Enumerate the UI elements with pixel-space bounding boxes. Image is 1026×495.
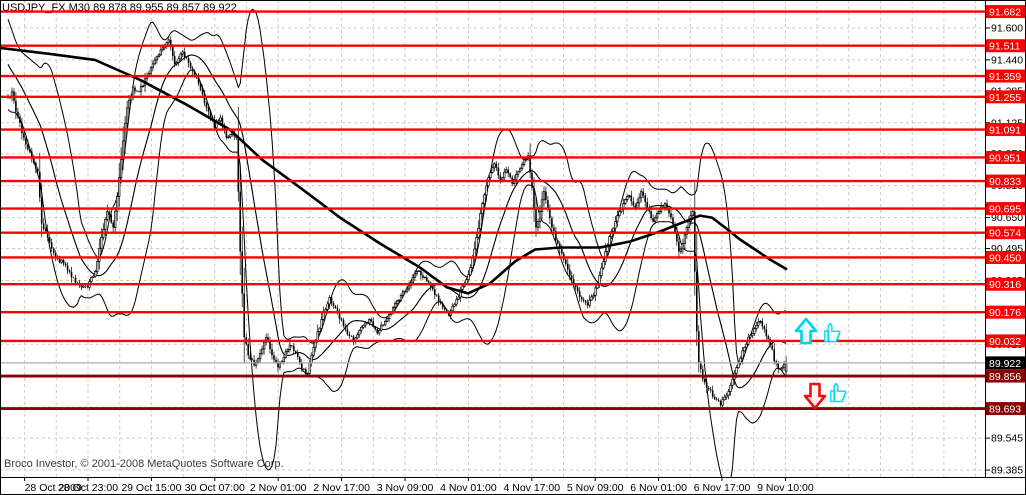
chart-objects[interactable] [794, 317, 847, 410]
arrow-up-icon[interactable] [794, 317, 818, 345]
price-level-badge [986, 174, 1025, 188]
bollinger-line [7, 8, 787, 365]
arrow-down-icon[interactable] [803, 382, 827, 410]
price-level-badge-label: 90.316 [989, 279, 1021, 291]
x-axis-label: 2 Nov 17:00 [313, 482, 370, 494]
price-level-badge-label: 90.951 [989, 152, 1021, 164]
x-axis-label: 4 Nov 17:00 [503, 482, 560, 494]
x-axis-label: 9 Nov 10:00 [757, 482, 814, 494]
broker-watermark: Broco Investor, © 2001-2008 MetaQuotes S… [4, 458, 284, 470]
price-level-badge [986, 305, 1025, 319]
price-level-badge [986, 202, 1025, 216]
price-level-badge-label: 90.574 [989, 228, 1021, 240]
price-level-badge-label: 91.359 [989, 71, 1021, 83]
price-level-badge-label: 91.091 [989, 125, 1021, 137]
price-level-badge [986, 226, 1025, 240]
y-axis-label: 91.600 [991, 22, 1023, 34]
price-level-badge-label: 89.922 [989, 358, 1021, 370]
y-axis-label: 89.545 [991, 433, 1023, 445]
price-level-badge [986, 39, 1025, 53]
price-level-badge [986, 334, 1025, 348]
x-axis-label: 6 Nov 01:00 [630, 482, 687, 494]
price-level-badge [986, 356, 1025, 370]
price-level-badge-label: 91.255 [989, 92, 1021, 104]
price-level-badge [986, 123, 1025, 137]
horizontal-level-lines [0, 10, 985, 410]
price-level-badge [986, 402, 1025, 416]
thick-ma-line [0, 46, 788, 295]
price-level-badge [986, 90, 1025, 104]
price-level-badge [986, 5, 1025, 19]
x-axis-label: 30 Oct 07:00 [185, 482, 245, 494]
thick-moving-average [0, 46, 788, 295]
thumbs-up-icon[interactable] [824, 322, 841, 343]
price-level-badge [986, 69, 1025, 83]
price-level-badge-label: 89.856 [989, 371, 1021, 383]
y-axis-label: 91.440 [991, 54, 1023, 66]
y-axis-label: 89.385 [991, 465, 1023, 477]
price-level-badge-label: 89.693 [989, 404, 1021, 416]
price-level-badge-label: 90.176 [989, 307, 1021, 319]
x-axis-label: 28 Oct 23:00 [58, 482, 118, 494]
price-level-badge-label: 90.032 [989, 336, 1021, 348]
bollinger-line [7, 54, 787, 389]
price-level-badge [986, 250, 1025, 264]
price-level-badge-label: 90.833 [989, 176, 1021, 188]
x-axis-label: 4 Nov 01:00 [440, 482, 497, 494]
price-level-badge [986, 277, 1025, 291]
thumbs-up-icon[interactable] [830, 382, 847, 403]
price-level-badge-label: 90.695 [989, 204, 1021, 216]
x-axis-label: 3 Nov 09:00 [377, 482, 434, 494]
x-axis-label: 5 Nov 09:00 [567, 482, 624, 494]
bollinger-bands [7, 8, 787, 477]
x-axis-label: 29 Oct 15:00 [121, 482, 181, 494]
price-level-badge-label: 91.511 [989, 41, 1020, 53]
price-axis: 91.60091.44091.28591.12590.97090.81090.6… [985, 5, 1025, 477]
price-level-badge-label: 90.450 [989, 252, 1021, 264]
price-level-badge-label: 91.682 [989, 7, 1021, 19]
x-axis-label: 2 Nov 01:00 [250, 482, 307, 494]
bollinger-line [7, 69, 787, 477]
price-level-badge [986, 369, 1025, 383]
x-axis-label: 6 Nov 17:00 [694, 482, 751, 494]
x-axis-label: 28 Oct 2009 [25, 482, 82, 494]
price-level-badge [986, 150, 1025, 164]
